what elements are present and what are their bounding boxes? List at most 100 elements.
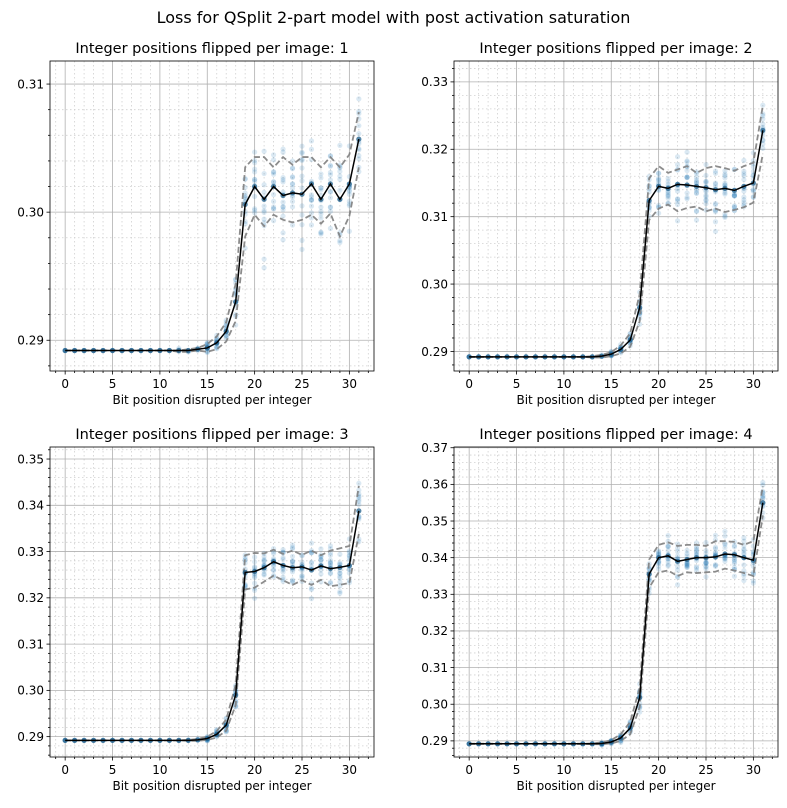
scatter-point (665, 193, 671, 199)
scatter-point (356, 96, 362, 102)
scatter-point (741, 197, 747, 203)
scatter-point (270, 563, 277, 569)
scatter-point (270, 198, 277, 204)
scatter-point (703, 180, 709, 186)
figure-suptitle: Loss for QSplit 2-part model with post a… (157, 8, 631, 27)
scatter-point (741, 573, 747, 579)
scatter-point (289, 204, 296, 210)
scatter-point (722, 214, 728, 220)
scatter-point (289, 174, 296, 181)
scatter-point (327, 163, 334, 169)
y-tick-label: 0.31 (17, 77, 44, 91)
scatter-point (665, 175, 671, 182)
scatter-point (252, 565, 258, 571)
x-tick-label: 20 (651, 763, 666, 777)
scatter-point (318, 567, 324, 573)
scatter-point (731, 544, 738, 550)
scatter-point (289, 185, 296, 191)
scatter-point (665, 181, 671, 188)
scatter-point (684, 149, 690, 155)
subplot-1: 0 5 10 15 20 25 30 0.29 0.30 0.31 Integer position… (17, 41, 375, 407)
y-tick-label: 0.32 (421, 143, 448, 157)
scatter-point (760, 145, 766, 151)
scatter-point (722, 555, 728, 561)
scatter-point (731, 542, 738, 549)
scatter-point (299, 568, 305, 574)
scatter-point (684, 174, 690, 180)
y-tick-label: 0.29 (17, 334, 44, 348)
scatter-point (741, 538, 747, 544)
scatter-point (722, 175, 728, 181)
scatter-point (337, 573, 343, 579)
scatter-point (703, 574, 709, 580)
scatter-point (703, 550, 709, 556)
scatter-point (280, 567, 286, 573)
scatter-point (252, 206, 258, 212)
x-tick-label: 15 (604, 763, 619, 777)
scatter-point (261, 553, 267, 560)
scatter-point (299, 573, 305, 579)
scatter-point (693, 179, 700, 186)
mean-point (760, 500, 766, 506)
mean-point (466, 741, 472, 747)
scatter-point (308, 222, 315, 228)
scatter-point (722, 171, 728, 177)
scatter-point (750, 578, 756, 584)
scatter-point (270, 152, 277, 158)
scatter-point (750, 157, 756, 164)
scatter-point (731, 556, 738, 562)
scatter-point (712, 180, 719, 186)
scatter-point (356, 497, 362, 503)
scatter-point (703, 161, 709, 168)
scatter-point (356, 123, 362, 129)
scatter-point (760, 141, 766, 147)
scatter-point (722, 533, 728, 539)
scatter-point (356, 156, 362, 162)
scatter-point (712, 562, 719, 568)
scatter-point (665, 559, 671, 565)
scatter-point (318, 208, 324, 214)
plot-area (50, 61, 374, 371)
scatter-point (289, 198, 296, 205)
scatter-point (308, 210, 315, 216)
scatter-point (712, 549, 719, 555)
scatter-point (270, 192, 277, 198)
scatter-point (327, 557, 334, 563)
scatter-point (722, 540, 728, 547)
scatter-point (712, 170, 719, 176)
scatter-point (252, 587, 258, 593)
x-tick-label: 5 (109, 377, 117, 391)
scatter-point (280, 547, 286, 553)
scatter-point (308, 194, 315, 200)
scatter-point (693, 179, 700, 185)
scatter-point (741, 194, 747, 200)
subplot-title: Integer positions flipped per image: 3 (75, 427, 348, 443)
scatter-point (722, 541, 728, 548)
x-tick-label: 30 (746, 377, 761, 391)
scatter-point (318, 546, 324, 552)
scatter-point (337, 176, 343, 182)
scatter-point (674, 196, 681, 202)
scatter-point (299, 178, 305, 184)
scatter-point (280, 175, 286, 181)
scatter-point (204, 348, 210, 355)
x-tick-label: 10 (556, 763, 571, 777)
scatter-point (693, 208, 700, 215)
scatter-point (327, 188, 334, 194)
scatter-point (741, 547, 747, 553)
subplot-3: 0 5 10 15 20 25 30 0.29 0.30 0.31 0.32 0.33 0.34 0.35… (17, 427, 375, 793)
scatter-point (760, 482, 766, 488)
y-tick-label: 0.34 (17, 499, 44, 513)
scatter-point (261, 571, 267, 577)
mean-points (466, 127, 766, 360)
scatter-point (280, 204, 286, 210)
scatter-point (703, 547, 709, 554)
scatter-point (252, 157, 258, 164)
major-grid (50, 61, 374, 371)
scatter-point (327, 162, 334, 168)
scatter-point (308, 540, 315, 546)
scatter-point (337, 588, 343, 595)
scatter-point (712, 181, 719, 187)
scatter-point (280, 569, 286, 575)
scatter-point (318, 557, 324, 563)
